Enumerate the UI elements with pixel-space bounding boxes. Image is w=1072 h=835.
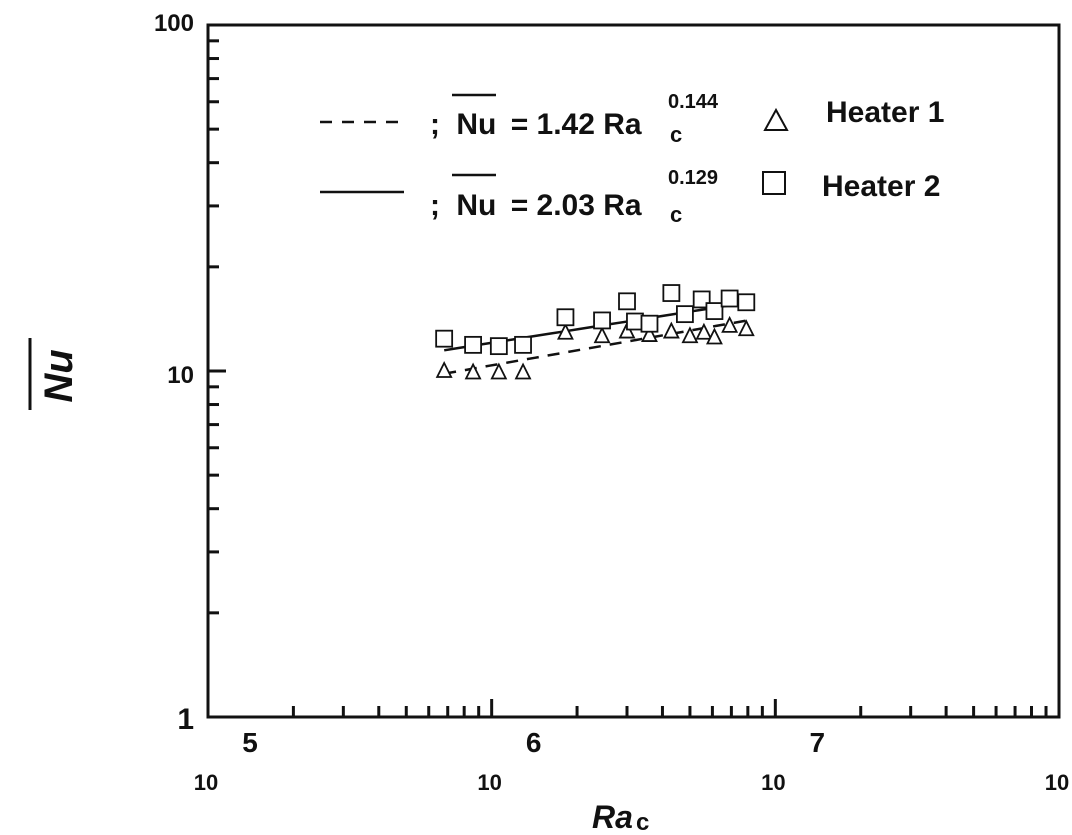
x-tick-label-base: 10	[477, 770, 501, 795]
legend-square-marker	[762, 171, 786, 195]
heater2-square-point	[737, 293, 756, 312]
heater1-triangle-point	[593, 326, 611, 344]
x-tick-label-exponent: 7	[810, 727, 826, 758]
heater2-square-point	[593, 311, 611, 330]
legend-fit2-subscript: c	[670, 202, 682, 227]
legend-fit2-exponent: 0.129	[668, 167, 718, 189]
heater1-triangle-point	[641, 325, 658, 342]
heater1-triangle-point	[662, 321, 680, 339]
heater2-square-point	[662, 284, 681, 302]
heater2-square-point	[514, 335, 532, 354]
legend-fit2-prefix: ;	[430, 189, 440, 222]
heater2-square-point	[464, 335, 482, 354]
legend-fit1-subscript: c	[670, 122, 682, 147]
tick-labels: 10 5 10 6 10 7 10 1 10 100	[154, 10, 1069, 795]
legend-fit1-exponent: 0.144	[668, 91, 719, 113]
x-tick-label-base: 10	[1045, 770, 1069, 795]
x-axis-title-subscript: c	[636, 809, 649, 835]
x-tick-label-base: 10	[761, 770, 785, 795]
heater2-square-point	[556, 308, 575, 327]
heater1-triangle-point	[681, 326, 699, 344]
x-tick-label-base: 10	[194, 770, 218, 795]
legend-triangle-marker	[763, 107, 789, 131]
heater2-square-point	[489, 337, 508, 356]
x-tick-label-exponent: 5	[242, 727, 258, 758]
heater1-triangle-point	[556, 322, 574, 340]
heater2-square-point	[705, 302, 724, 320]
x-axis-title-text: Ra	[592, 799, 633, 835]
heater1-triangle-point	[514, 362, 532, 380]
y-tick-label: 100	[154, 10, 194, 37]
tick-marks	[208, 39, 1048, 717]
x-axis-title: Ra c	[592, 799, 649, 835]
legend-fit2-lhs: Nu	[456, 189, 496, 222]
y-axis-title-text: Nu	[37, 349, 81, 402]
legend-fit1-lhs: Nu	[456, 108, 496, 141]
heater2-square-point	[720, 289, 739, 308]
legend-fit2-rhs: = 2.03 Ra	[511, 189, 642, 222]
legend-heater2-label: Heater 2	[822, 170, 940, 203]
x-tick-label-exponent: 6	[526, 727, 542, 758]
heater2-square-point	[626, 312, 644, 331]
dashed-fit-line	[443, 319, 747, 375]
y-tick-label: 1	[177, 703, 194, 736]
heater1-triangle-point	[435, 360, 453, 378]
heater1-triangle-point	[705, 327, 723, 345]
heater1-triangle-point	[721, 315, 739, 333]
y-tick-label: 10	[167, 362, 194, 389]
data-points	[435, 284, 756, 380]
legend: ; Nu = 1.42 Ra 0.144 c ; Nu = 2.03 Ra 0.…	[320, 91, 944, 227]
legend-fit1-rhs: = 1.42 Ra	[511, 108, 642, 141]
heater2-square-point	[676, 305, 694, 324]
plot-frame	[206, 23, 1061, 719]
legend-heater1-label: Heater 1	[826, 96, 944, 129]
heater2-square-point	[640, 314, 659, 333]
heater1-triangle-point	[737, 319, 755, 337]
heater1-triangle-point	[695, 322, 713, 340]
legend-fit1-prefix: ;	[430, 108, 440, 141]
heater1-triangle-point	[490, 362, 508, 380]
heater1-triangle-point	[618, 321, 636, 339]
y-axis-title: Nu	[28, 338, 81, 410]
svg-text:; Nu = 1.42 Ra: ; Nu = 1.42 Ra	[430, 108, 642, 141]
heater2-square-point	[618, 292, 636, 311]
svg-text:; Nu = 2.03 Ra: ; Nu = 2.03 Ra	[430, 189, 642, 222]
heater1-triangle-point	[464, 362, 482, 380]
heater2-square-point	[435, 329, 454, 348]
